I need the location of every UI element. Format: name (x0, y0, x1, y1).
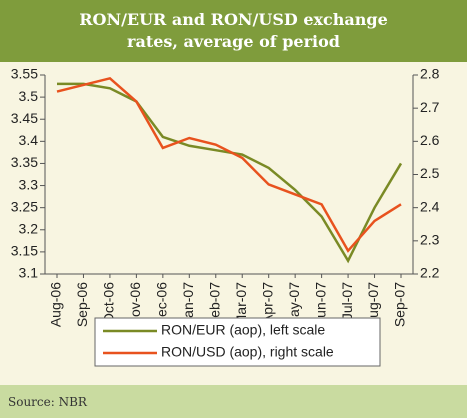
x-tick-label: Sep-07 (392, 282, 408, 327)
series-line (56, 76, 402, 253)
y2-tick-label: 2.7 (420, 99, 440, 115)
x-tick-label: May-07 (286, 282, 302, 329)
x-tick-label: Oct-06 (101, 282, 117, 324)
y2-tick-label: 2.5 (420, 165, 440, 181)
header: RON/EUR and RON/USD exchange rates, aver… (0, 0, 467, 62)
x-tick-label: Aug-07 (365, 282, 381, 327)
x-tick-label: Feb-07 (206, 282, 222, 327)
source: Source: NBR (0, 385, 467, 418)
legend-label: RON/EUR (aop), left scale (161, 322, 325, 338)
x-tick-label: Jun-07 (312, 282, 328, 325)
x-tick-label: Dec-06 (154, 282, 170, 327)
y2-tick-label: 2.2 (420, 265, 440, 281)
y2-tick-label: 2.4 (420, 198, 440, 214)
series-line (57, 82, 403, 264)
y-tick-label: 3.55 (11, 66, 38, 82)
y2-tick-label: 2.3 (420, 232, 440, 248)
y2-tick-label: 2.8 (420, 66, 440, 82)
y-tick-label: 3.4 (19, 132, 39, 148)
y-tick-label: 3.35 (11, 154, 38, 170)
y-tick-label: 3.15 (11, 243, 38, 259)
x-tick-label: Aug-06 (48, 282, 64, 327)
x-tick-label: Apr-07 (259, 282, 275, 324)
y-tick-label: 3.3 (19, 176, 39, 192)
x-tick-label: Jan-07 (180, 282, 196, 325)
y-tick-label: 3.5 (19, 88, 39, 104)
y2-tick-label: 2.6 (420, 132, 440, 148)
x-tick-label: Sep-06 (74, 282, 90, 327)
y-tick-label: 3.45 (11, 110, 38, 126)
x-tick-label: Nov-06 (127, 282, 143, 327)
x-tick-label: Mar-07 (233, 282, 249, 327)
chart-title: RON/EUR and RON/USD exchange rates, aver… (79, 10, 388, 51)
legend-label: RON/USD (aop), right scale (161, 344, 334, 360)
y-tick-label: 3.2 (19, 220, 39, 236)
x-tick-label: Jul-07 (339, 282, 355, 320)
legend-box (94, 317, 381, 367)
y-tick-label: 3.1 (19, 265, 39, 281)
chart: 3.1 3.15 3.2 3.25 3.3 3.35 3.4 3.45 3.5 3.55 2.2 2.… (11, 66, 440, 367)
y-tick-label: 3.25 (11, 198, 38, 214)
